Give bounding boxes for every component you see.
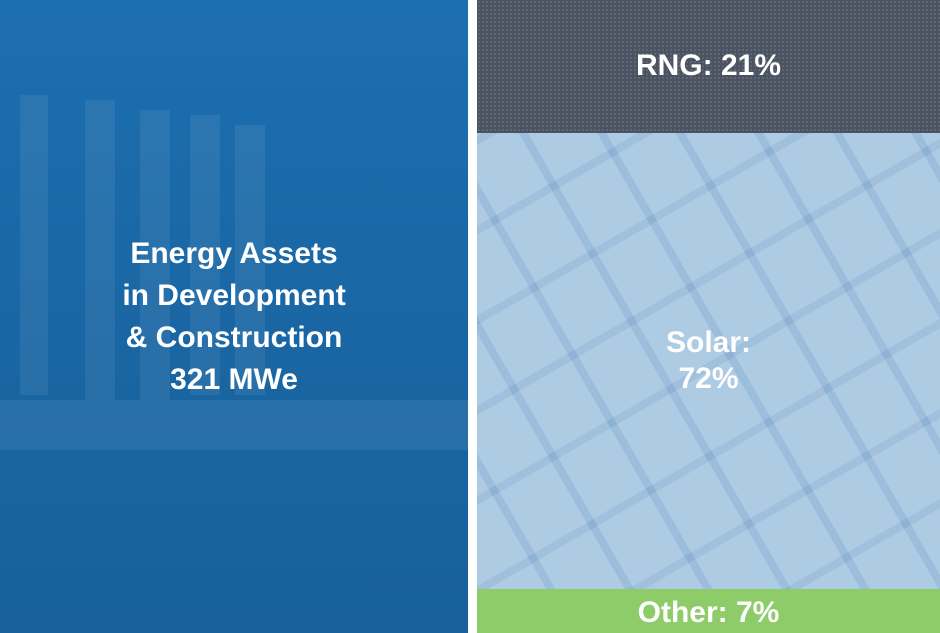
page: Energy Assetsin Development& Constructio…: [0, 0, 940, 633]
segment-label: RNG: 21%: [636, 48, 781, 84]
title-line: & Construction: [0, 317, 468, 359]
segment-label: Solar: 72%: [649, 325, 769, 397]
segment: Solar: 72%: [477, 133, 940, 589]
segment: RNG: 21%: [477, 0, 940, 133]
segment: Other: 7%: [477, 589, 940, 633]
title-line: Energy Assets: [0, 233, 468, 275]
title-line: in Development: [0, 275, 468, 317]
segment-label: Other: 7%: [638, 595, 780, 631]
title-line: 321 MWe: [0, 359, 468, 401]
share-stack: RNG: 21% Solar: 72% Other: 7%: [477, 0, 940, 633]
